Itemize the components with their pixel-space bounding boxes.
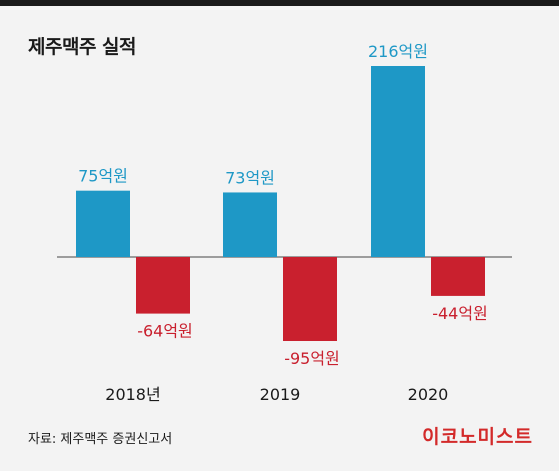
data-label-positive-0: 75억원 [78,167,128,186]
bar-negative-0 [136,257,190,314]
bar-negative-1 [283,257,337,342]
bar-positive-1 [223,192,277,257]
x-tick-label-0: 2018년 [105,385,160,404]
bar-negative-2 [431,257,485,296]
bar-positive-0 [76,190,130,257]
bar-positive-2 [371,66,425,257]
data-label-negative-1: -95억원 [284,349,340,368]
brand-logo: 이코노미스트 [422,426,533,448]
source-note: 자료: 제주맥주 증권신고서 [28,432,173,447]
chart-title: 제주맥주 실적 [28,36,137,58]
x-tick-label-1: 2019 [260,385,301,404]
data-label-positive-1: 73억원 [225,168,275,187]
data-label-negative-2: -44억원 [432,304,488,323]
data-label-positive-2: 216억원 [368,42,428,61]
data-label-negative-0: -64억원 [137,322,193,341]
x-tick-label-2: 2020 [408,385,449,404]
top-bar [0,0,559,6]
